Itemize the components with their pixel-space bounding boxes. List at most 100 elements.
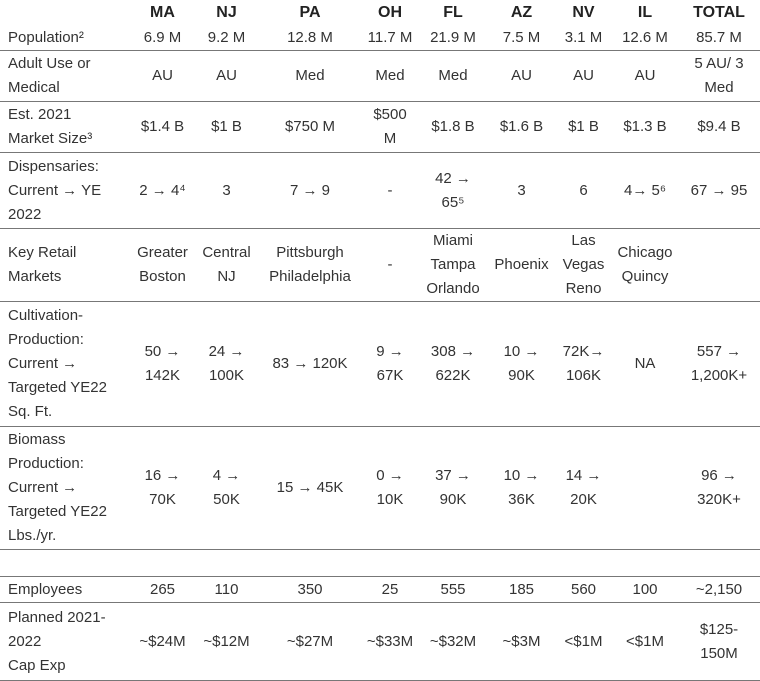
- row-label: Biomass Production: Current → Targeted Y…: [0, 426, 130, 550]
- cell: -: [362, 152, 418, 229]
- cell: 14 → 20K: [555, 426, 612, 550]
- cell: 110: [195, 576, 258, 603]
- cell: 185: [488, 576, 555, 603]
- cell: AU: [488, 50, 555, 102]
- cell: ~2,150: [678, 576, 760, 603]
- cell: 9 → 67K: [362, 301, 418, 427]
- row-label: Adult Use or Medical: [0, 50, 130, 102]
- cell: 3: [195, 152, 258, 229]
- cell: AU: [130, 50, 195, 102]
- cell: 7.5 M: [488, 26, 555, 51]
- row-label: Cultivation- Production: Current → Targe…: [0, 301, 130, 427]
- cell: 308 → 622K: [418, 301, 488, 427]
- cell: ~$12M: [195, 602, 258, 681]
- cell: 15 → 45K: [258, 426, 362, 550]
- cell: 83 → 120K: [258, 301, 362, 427]
- cell: 3: [488, 152, 555, 229]
- corner: [0, 0, 130, 26]
- cell: $750 M: [258, 101, 362, 153]
- cell: $1 B: [195, 101, 258, 153]
- column-header: NJ: [216, 4, 237, 21]
- table-row: Cultivation- Production: Current → Targe…: [0, 301, 760, 427]
- cell: ~$33M: [362, 602, 418, 681]
- cell: 6.9 M: [130, 26, 195, 51]
- cell: 72K→ 106K: [555, 301, 612, 427]
- cell: <$1M: [555, 602, 612, 681]
- cell: $9.4 B: [678, 101, 760, 153]
- cell: 560: [555, 576, 612, 603]
- table-row: Key Retail Markets Greater Boston Central …: [0, 228, 760, 302]
- table-row: Planned 2021- 2022 Cap Exp ~$24M ~$12M ~$27…: [0, 602, 760, 681]
- cell: 100: [612, 576, 678, 603]
- table-row: Dispensaries: Current → YE 2022 2 → 4⁴ 3 7 …: [0, 152, 760, 229]
- cell: AU: [195, 50, 258, 102]
- cell: $1.3 B: [612, 101, 678, 153]
- empty-cell: [612, 426, 678, 550]
- cell: 21.9 M: [418, 26, 488, 51]
- cell: ~$3M: [488, 602, 555, 681]
- column-header: PA: [299, 4, 321, 21]
- cell: $1.4 B: [130, 101, 195, 153]
- cell: 265: [130, 576, 195, 603]
- table-row: Employees 265 110 350 25 555 185 560 100 ~2,150: [0, 576, 760, 603]
- cell: $1 B: [555, 101, 612, 153]
- cell: 42 → 65⁵: [418, 152, 488, 229]
- table-row: Adult Use or Medical AU AU Med Med Med AU AU AU 5…: [0, 50, 760, 102]
- cell: Greater Boston: [130, 228, 195, 302]
- cell: 67 → 95: [678, 152, 760, 229]
- cell: AU: [612, 50, 678, 102]
- cell: 5 AU/ 3 Med: [678, 50, 760, 102]
- cell: Med: [258, 50, 362, 102]
- row-label: Est. 2021 Market Size³: [0, 101, 130, 153]
- cell: Las Vegas Reno: [555, 228, 612, 302]
- cell: <$1M: [612, 602, 678, 681]
- cell: Miami Tampa Orlando: [418, 228, 488, 302]
- column-header: MA: [150, 4, 175, 21]
- row-label: Planned 2021- 2022 Cap Exp: [0, 602, 130, 681]
- header-row: MA NJ PA OH FL AZ NV IL TOTAL: [0, 0, 760, 26]
- column-header: IL: [637, 4, 653, 21]
- cell: 12.6 M: [612, 26, 678, 51]
- row-label: Dispensaries: Current → YE 2022: [0, 152, 130, 229]
- cell: 557 → 1,200K+: [678, 301, 760, 427]
- column-header: NV: [572, 4, 595, 21]
- column-header: TOTAL: [693, 4, 745, 21]
- cell: 37 → 90K: [418, 426, 488, 550]
- cell: Chicago Quincy: [612, 228, 678, 302]
- column-header: AZ: [510, 4, 533, 21]
- cell: 4→ 5⁶: [612, 152, 678, 229]
- row-label: Population²: [0, 26, 130, 51]
- cell: 2 → 4⁴: [130, 152, 195, 229]
- cell: Med: [362, 50, 418, 102]
- table-row: Est. 2021 Market Size³ $1.4 B $1 B $750 M $5…: [0, 101, 760, 153]
- cell: NA: [612, 301, 678, 427]
- cell: 10 → 36K: [488, 426, 555, 550]
- cell: ~$32M: [418, 602, 488, 681]
- cell: 50 → 142K: [130, 301, 195, 427]
- cell: 96 → 320K+: [678, 426, 760, 550]
- cell: 4 → 50K: [195, 426, 258, 550]
- cell: Phoenix: [488, 228, 555, 302]
- cell: Med: [418, 50, 488, 102]
- cell: 10 → 90K: [488, 301, 555, 427]
- cell: 11.7 M: [362, 26, 418, 51]
- row-label: Key Retail Markets: [0, 228, 130, 302]
- cell: 7 → 9: [258, 152, 362, 229]
- cell: 350: [258, 576, 362, 603]
- empty-cell: [678, 228, 760, 302]
- cell: Central NJ: [195, 228, 258, 302]
- cell: -: [362, 228, 418, 302]
- cell: 12.8 M: [258, 26, 362, 51]
- cell: 6: [555, 152, 612, 229]
- column-header: OH: [378, 4, 402, 21]
- cell: ~$24M: [130, 602, 195, 681]
- cell: 25: [362, 576, 418, 603]
- cell: Pittsburgh Philadelphia: [258, 228, 362, 302]
- cell: 24 → 100K: [195, 301, 258, 427]
- cell: 3.1 M: [555, 26, 612, 51]
- cell: $1.6 B: [488, 101, 555, 153]
- cell: $500 M: [362, 101, 418, 153]
- cell: 0 → 10K: [362, 426, 418, 550]
